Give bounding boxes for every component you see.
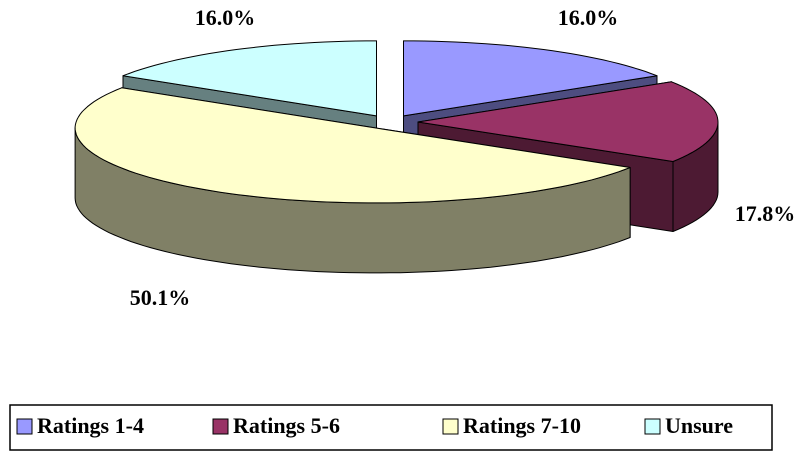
data-label: 50.1% xyxy=(130,285,191,310)
legend-label: Unsure xyxy=(665,413,733,438)
legend-swatch xyxy=(442,418,459,435)
legend-swatch xyxy=(644,418,661,435)
legend-label: Ratings 1-4 xyxy=(37,413,144,438)
slice xyxy=(403,40,658,117)
slice xyxy=(74,87,631,204)
legend-swatch xyxy=(212,418,229,435)
data-label: 16.0% xyxy=(558,5,619,30)
data-label: 16.0% xyxy=(195,5,256,30)
legend-label: Ratings 7-10 xyxy=(463,413,581,438)
slice xyxy=(122,40,377,117)
slice xyxy=(417,81,719,162)
data-label: 17.8% xyxy=(735,201,796,226)
legend-label: Ratings 5-6 xyxy=(233,413,340,438)
legend-swatch xyxy=(16,418,33,435)
